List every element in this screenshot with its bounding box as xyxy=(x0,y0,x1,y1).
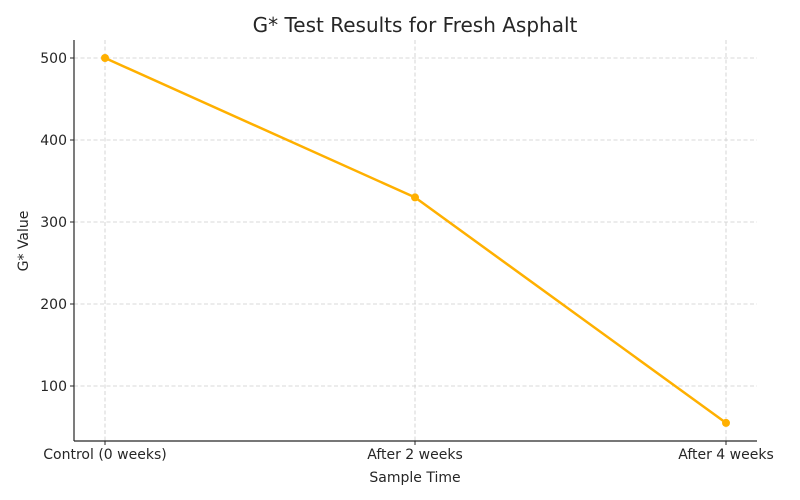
series-line xyxy=(104,56,727,424)
x-tick-label: After 4 weeks xyxy=(678,447,774,463)
chart-title: G* Test Results for Fresh Asphalt xyxy=(253,13,578,37)
data-point-marker xyxy=(101,54,109,62)
y-tick-label: 500 xyxy=(40,51,67,67)
x-tick-label: Control (0 weeks) xyxy=(43,447,166,463)
data-series xyxy=(101,54,730,427)
y-axis-label: G* Value xyxy=(16,211,32,272)
x-axis-label: Sample Time xyxy=(369,470,460,486)
axes xyxy=(73,40,757,442)
grid-lines xyxy=(74,40,757,441)
y-tick-label: 400 xyxy=(40,133,67,149)
x-tick-label: After 2 weeks xyxy=(367,447,463,463)
y-tick-label: 200 xyxy=(40,297,67,313)
data-point-marker xyxy=(722,418,730,427)
data-point-marker xyxy=(411,193,419,202)
y-tick-label: 100 xyxy=(40,379,67,395)
y-tick-label: 300 xyxy=(40,215,67,231)
y-axis-ticks: 100 200 300 400 500 xyxy=(40,51,74,395)
x-axis-ticks: Control (0 weeks) After 2 weeks After 4 we… xyxy=(43,441,774,463)
